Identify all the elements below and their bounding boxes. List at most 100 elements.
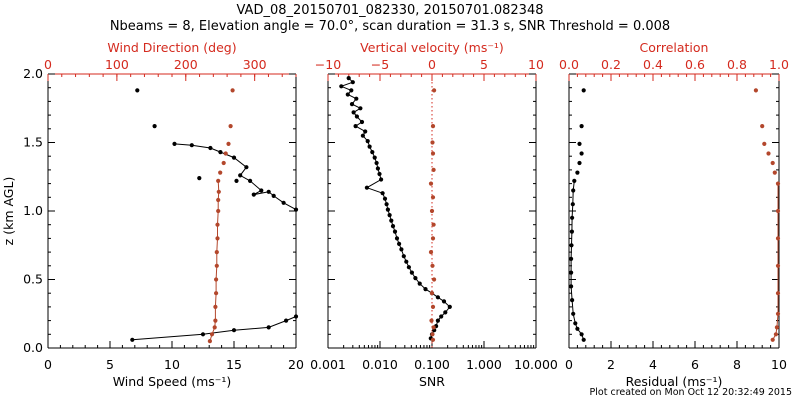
- data-point: [222, 161, 226, 165]
- data-point: [766, 151, 770, 155]
- x-tick-label: 0.001: [310, 357, 346, 372]
- data-point: [429, 182, 433, 186]
- top-tick-label: 100: [105, 57, 129, 72]
- data-point: [570, 298, 574, 302]
- data-point: [366, 139, 370, 143]
- data-point: [216, 179, 220, 183]
- data-point: [430, 209, 434, 213]
- data-point: [153, 124, 157, 128]
- data-point: [569, 257, 573, 261]
- data-point: [213, 305, 217, 309]
- data-point: [430, 332, 434, 336]
- data-point: [339, 84, 343, 88]
- panel-velocity: 0.001 0.010 0.100 1.000 10.000 SNR −10 −5 0 5 10 Ve…: [310, 40, 558, 389]
- data-point: [570, 230, 574, 234]
- data-point: [580, 332, 584, 336]
- data-point: [294, 208, 298, 212]
- data-point: [580, 124, 584, 128]
- data-point: [776, 236, 780, 240]
- data-point: [272, 194, 276, 198]
- data-point: [776, 291, 780, 295]
- data-point: [248, 179, 252, 183]
- y-tick-label: 0.5: [23, 272, 43, 287]
- data-point: [377, 172, 381, 176]
- data-point: [363, 129, 367, 133]
- y-axis-label: z (km AGL): [1, 177, 16, 246]
- data-point: [215, 223, 219, 227]
- data-point: [229, 124, 233, 128]
- data-point: [431, 305, 435, 309]
- data-point: [214, 277, 218, 281]
- data-point: [354, 124, 358, 128]
- data-point: [368, 145, 372, 149]
- data-point: [443, 310, 447, 314]
- data-point: [252, 193, 256, 197]
- data-point: [216, 198, 220, 202]
- data-point: [232, 328, 236, 332]
- top-tick-label: 0.8: [727, 57, 747, 72]
- panel-quality: 0 2 4 6 8 10 Residual (ms⁻¹) 0.0 0.2 0.4 0.6 0.8 1.0…: [559, 40, 789, 389]
- data-point: [432, 277, 436, 281]
- data-point: [418, 282, 422, 286]
- data-point: [407, 265, 411, 269]
- top-tick-label: 0.4: [643, 57, 663, 72]
- top-tick-label: 0.0: [559, 57, 579, 72]
- series-line: [175, 144, 297, 210]
- data-point: [773, 171, 777, 175]
- data-point: [431, 124, 435, 128]
- data-point: [404, 260, 408, 264]
- data-point: [582, 88, 586, 92]
- data-point: [361, 134, 365, 138]
- y-tick-label: 1.5: [23, 135, 43, 150]
- x-axis-label: Wind Speed (ms⁻¹): [113, 374, 232, 389]
- data-point: [208, 339, 212, 343]
- data-point: [399, 247, 403, 251]
- x-axis-label: SNR: [419, 374, 445, 389]
- data-point: [775, 325, 779, 329]
- series-line: [210, 181, 219, 341]
- top-tick-label: 5: [480, 57, 488, 72]
- data-point: [431, 338, 435, 342]
- data-point: [218, 171, 222, 175]
- data-point: [267, 325, 271, 329]
- data-point: [572, 179, 576, 183]
- data-point: [582, 338, 586, 342]
- data-point: [370, 150, 374, 154]
- data-point: [571, 202, 575, 206]
- data-point: [267, 190, 271, 194]
- data-point: [569, 243, 573, 247]
- y-tick-label: 0.0: [23, 340, 43, 355]
- x-tick-label: 10: [771, 357, 787, 372]
- data-point: [375, 161, 379, 165]
- data-point: [215, 250, 219, 254]
- top-tick-label: −5: [371, 57, 389, 72]
- data-point: [346, 92, 350, 96]
- y-tick-label: 1.0: [23, 203, 43, 218]
- x-tick-label: 20: [288, 357, 304, 372]
- data-point: [226, 142, 230, 146]
- top-tick-label: 200: [174, 57, 198, 72]
- top-tick-label: 300: [243, 57, 267, 72]
- data-point: [774, 332, 778, 336]
- data-point: [429, 319, 433, 323]
- x-tick-label: 6: [691, 357, 699, 372]
- data-point: [569, 284, 573, 288]
- data-point: [580, 151, 584, 155]
- data-point: [776, 209, 780, 213]
- data-point: [432, 168, 436, 172]
- data-point: [214, 291, 218, 295]
- top-axis-label: Vertical velocity (ms⁻¹): [360, 40, 504, 55]
- top-tick-label: 0: [428, 57, 436, 72]
- data-point: [448, 305, 452, 309]
- data-point: [373, 156, 377, 160]
- data-point: [352, 110, 356, 114]
- data-point: [430, 140, 434, 144]
- data-point: [388, 213, 392, 217]
- data-point: [436, 295, 440, 299]
- x-tick-label: 5: [106, 357, 114, 372]
- data-point: [442, 299, 446, 303]
- top-tick-label: 0.6: [685, 57, 705, 72]
- figure-title: VAD_08_20150701_082330, 20150701.082348: [237, 3, 544, 18]
- data-point: [282, 201, 286, 205]
- data-point: [238, 173, 242, 177]
